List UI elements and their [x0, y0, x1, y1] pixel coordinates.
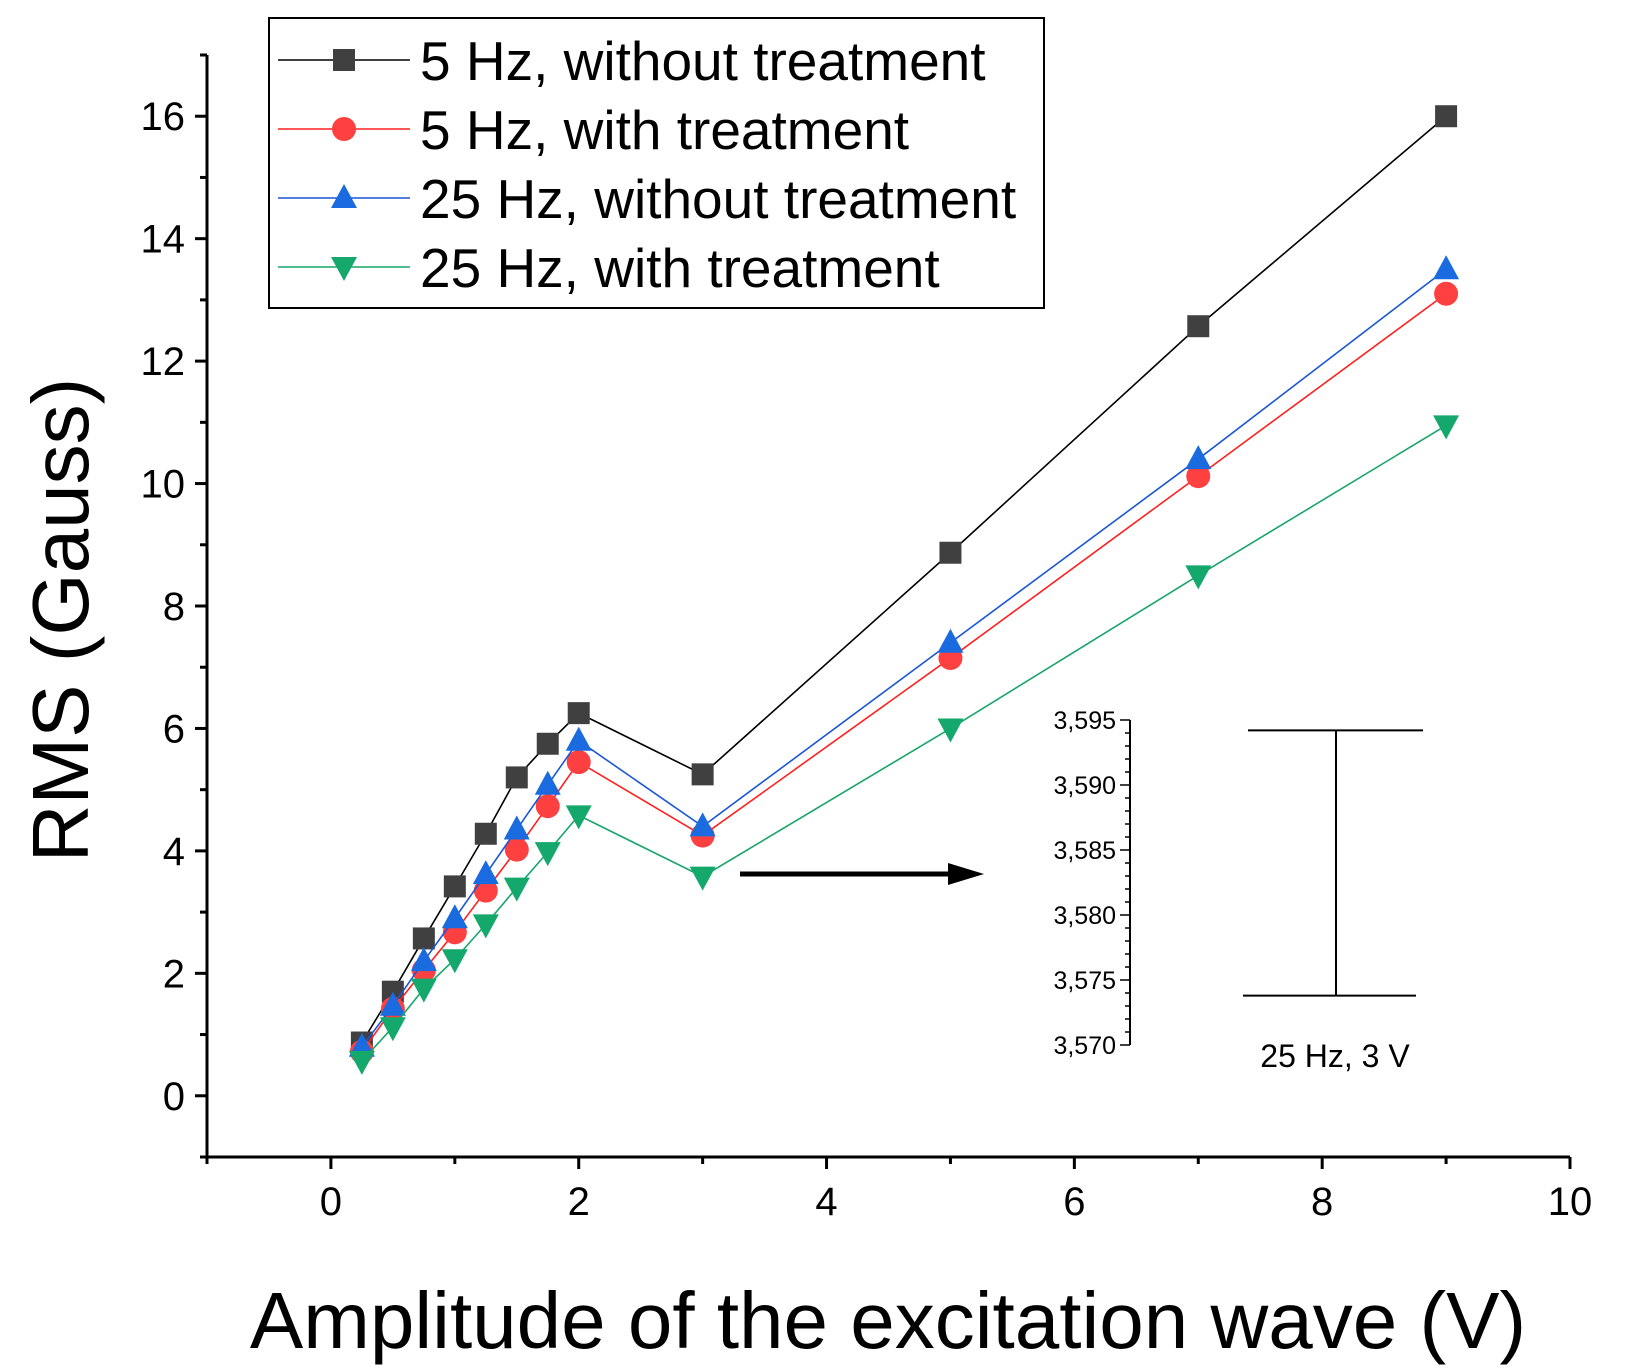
y-tick-label: 8 — [163, 585, 185, 629]
x-tick-label: 8 — [1311, 1180, 1333, 1224]
data-point — [689, 812, 716, 837]
inset-tick-label: 3,575 — [1053, 967, 1116, 995]
x-axis-label: Amplitude of the excitation wave (V) — [250, 1276, 1526, 1365]
data-point — [1185, 445, 1212, 470]
data-point — [1187, 315, 1210, 338]
inset-tick-label: 3,580 — [1053, 902, 1116, 930]
data-point — [412, 927, 435, 950]
data-point — [505, 766, 528, 789]
data-point — [565, 726, 592, 751]
data-point — [567, 702, 590, 725]
series-2 — [349, 281, 1459, 1064]
y-tick-label: 6 — [163, 707, 185, 751]
y-tick-label: 2 — [163, 952, 185, 996]
data-point — [1435, 105, 1458, 128]
legend-label: 5 Hz, without treatment — [420, 30, 986, 92]
data-point — [473, 878, 498, 903]
data-point — [1185, 565, 1212, 590]
legend-marker — [331, 257, 357, 281]
data-point — [566, 750, 591, 775]
data-point — [939, 541, 962, 564]
inset-tick-label: 3,585 — [1053, 837, 1116, 865]
data-point — [1433, 415, 1460, 440]
data-point — [937, 718, 964, 743]
data-point — [441, 904, 468, 929]
y-tick-label: 10 — [141, 463, 186, 507]
data-point — [504, 837, 529, 862]
data-point — [534, 842, 561, 867]
data-point — [1186, 464, 1211, 489]
inset: 3,570 3,575 3,580 3,585 3,590 3,595 25 Hz, 3 V — [1053, 707, 1423, 1074]
data-point — [534, 770, 561, 795]
data-point — [472, 860, 499, 885]
data-point — [1434, 281, 1459, 306]
y-tick-label: 12 — [141, 340, 186, 384]
legend-marker — [332, 117, 356, 141]
data-point — [472, 914, 499, 939]
data-point — [379, 1017, 406, 1042]
axes: 0 2 4 6 8 10 12 14 16 0 2 4 6 8 10 — [141, 53, 1593, 1224]
data-point — [565, 805, 592, 830]
y-tick-label: 0 — [163, 1075, 185, 1119]
legend-item: 5 Hz, with treatment — [278, 99, 909, 161]
data-point — [691, 763, 714, 786]
y-tick-label: 14 — [141, 218, 186, 262]
data-point — [379, 991, 406, 1016]
x-tick-label: 2 — [568, 1180, 590, 1224]
inset-tick-label: 3,570 — [1053, 1032, 1116, 1060]
data-point — [410, 947, 437, 972]
y-axis-label: RMS (Gauss) — [16, 378, 105, 863]
x-tick-label: 6 — [1063, 1180, 1085, 1224]
series-1 — [350, 105, 1458, 1054]
legend-marker — [331, 184, 357, 208]
data-point — [536, 732, 559, 755]
legend-item: 25 Hz, without treatment — [278, 168, 1016, 230]
legend-label: 25 Hz, without treatment — [420, 168, 1016, 230]
y-tick-label: 4 — [163, 830, 185, 874]
data-point — [410, 978, 437, 1003]
data-point — [348, 1032, 375, 1057]
legend-label: 5 Hz, with treatment — [420, 99, 909, 161]
data-point — [348, 1050, 375, 1075]
series-line — [361, 293, 1447, 1053]
inset-error-bar — [1243, 729, 1423, 997]
data-point — [443, 875, 466, 898]
data-point — [535, 794, 560, 819]
data-point — [474, 822, 497, 845]
inset-arrow — [740, 863, 984, 885]
series-line — [361, 268, 1447, 1048]
data-point — [937, 628, 964, 653]
series-3 — [348, 255, 1460, 1057]
data-point — [441, 949, 468, 974]
x-tick-label: 10 — [1548, 1180, 1593, 1224]
legend: 5 Hz, without treatment 5 Hz, with treatm… — [268, 17, 1045, 309]
legend-marker — [333, 49, 355, 71]
legend-label: 25 Hz, with treatment — [420, 237, 940, 299]
legend-item: 25 Hz, with treatment — [278, 237, 940, 299]
series-line — [361, 424, 1447, 1062]
data-point — [1433, 255, 1460, 280]
legend-item: 5 Hz, without treatment — [278, 30, 986, 92]
inset-tick-label: 3,595 — [1053, 707, 1116, 735]
legend-box — [268, 17, 1045, 309]
x-tick-label: 4 — [815, 1180, 837, 1224]
data-point — [503, 815, 530, 840]
series-4 — [348, 415, 1460, 1075]
data-point — [503, 877, 530, 902]
x-tick-label: 0 — [320, 1180, 342, 1224]
inset-caption: 25 Hz, 3 V — [1260, 1038, 1410, 1074]
y-tick-label: 16 — [141, 95, 186, 139]
series-layer — [348, 105, 1460, 1075]
data-point — [689, 866, 716, 891]
inset-tick-label: 3,590 — [1053, 772, 1116, 800]
